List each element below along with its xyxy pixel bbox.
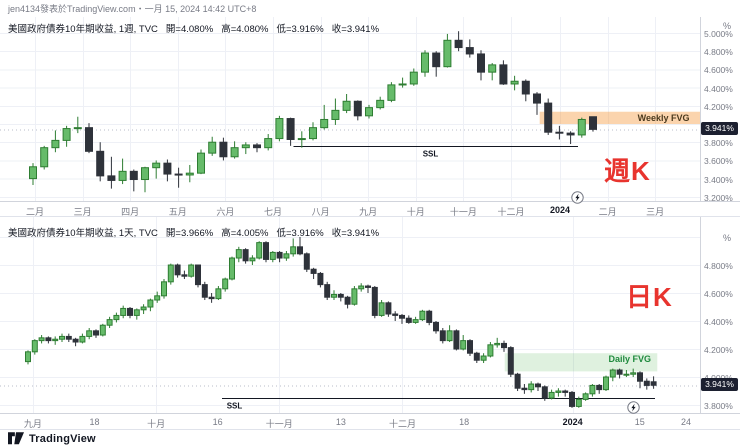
daily-time-axis[interactable]: 九月 18 十月 16 十一月 13 十二月 18 2024 15 24 [0, 413, 740, 430]
daily-high-value: 高=4.005% [221, 228, 269, 239]
x-axis-label: 十一月 [449, 207, 477, 217]
gridlines [0, 217, 700, 413]
daily-candlestick-chart[interactable]: Daily FVG SSL [0, 217, 700, 413]
x-axis-label: 13 [335, 417, 346, 427]
y-axis-label: 4.000% [704, 373, 733, 383]
x-axis-label: 十二月 [497, 207, 525, 217]
weekly-candlestick-chart[interactable]: Weekly FVG SSL [0, 17, 700, 201]
y-axis-label: 3.400% [704, 174, 733, 185]
x-axis-label: 十月 [406, 207, 425, 217]
annotations: Daily FVG SSL [0, 353, 700, 411]
weekly-symbol-title: 美國政府債券10年期收益, 1週, TVC [8, 24, 158, 35]
scale-unit: % [722, 21, 731, 31]
scale-unit: % [722, 233, 731, 243]
candles [29, 31, 597, 193]
x-axis-label: 2024 [562, 417, 583, 427]
x-axis-label: 二月 [598, 207, 617, 217]
x-axis-label: 二月 [25, 207, 45, 217]
price-scale-divider [700, 17, 701, 430]
tradingview-logo-icon[interactable] [8, 432, 24, 445]
x-axis-label: 十一月 [265, 419, 293, 429]
y-axis-label: 5.000% [704, 29, 733, 40]
weekly-open-value: 開=4.080% [165, 24, 214, 35]
footer: TradingView [0, 430, 740, 447]
x-axis-label: 十月 [147, 419, 166, 429]
daily-low-value: 低=3.916% [276, 228, 324, 239]
y-axis-label: 4.800% [704, 261, 733, 272]
weekly-current-price-badge: 3.941% [701, 122, 738, 136]
y-axis-label: 3.600% [704, 156, 733, 167]
weekly-time-axis[interactable]: 二月 三月 四月 五月 六月 七月 八月 九月 十月 十一月 十二月 2024 二月 三月 [0, 201, 740, 217]
y-axis-label: 4.600% [704, 289, 733, 300]
x-axis-label: 九月 [23, 419, 42, 429]
y-axis-label: 4.200% [704, 345, 733, 356]
x-axis-label: 16 [212, 417, 223, 427]
x-axis-label: 三月 [73, 207, 92, 217]
publish-marker-icon[interactable] [571, 191, 584, 204]
daily-current-price-badge: 3.941% [701, 378, 738, 392]
y-axis-label: 4.400% [704, 317, 733, 328]
x-axis-label: 六月 [216, 207, 235, 217]
daily-open-value: 開=3.966% [165, 228, 214, 239]
x-axis-label: 24 [680, 417, 692, 427]
x-axis-label: 四月 [121, 207, 140, 217]
x-axis-label: 15 [634, 417, 645, 427]
ssl-label: SSL [423, 150, 439, 159]
x-axis-label: 18 [459, 417, 470, 427]
daily-symbol-title: 美國政府債券10年期收益, 1天, TVC [8, 228, 158, 239]
daily-close-value: 收=3.941% [331, 228, 380, 239]
candles [25, 237, 657, 408]
y-axis-label: 3.800% [704, 138, 733, 149]
weekly-annotation-label: 週K [604, 156, 651, 186]
weekly-chart-legend: 美國政府債券10年期收益, 1週, TVC 開=4.080% 高=4.080% 低=3… [8, 21, 387, 35]
x-axis-label: 2024 [549, 205, 571, 215]
weekly-close-value: 收=3.941% [331, 24, 380, 35]
fvg-zone [504, 353, 658, 372]
daily-price-scale[interactable]: 3.941% % 4.800% 4.600% 4.400% 4.200% 4.000% 3.… [701, 217, 740, 413]
x-axis-label: 18 [89, 417, 100, 427]
publish-marker-icon[interactable] [627, 401, 640, 414]
fvg-label: Weekly FVG [638, 113, 690, 123]
y-axis-label: 4.800% [704, 47, 733, 58]
x-axis-label: 十二月 [388, 419, 417, 429]
weekly-low-value: 低=3.916% [276, 24, 324, 35]
weekly-price-scale[interactable]: 3.941% %5.000%4.800%4.600%4.400%4.200%4.… [701, 17, 740, 203]
x-axis-label: 七月 [263, 207, 283, 217]
x-axis-label: 八月 [311, 207, 330, 217]
y-axis-label: 4.200% [704, 101, 733, 112]
ssl-label: SSL [227, 402, 243, 411]
y-axis-label: 3.200% [704, 192, 733, 203]
weekly-high-value: 高=4.080% [221, 24, 269, 35]
brand-name[interactable]: TradingView [29, 432, 96, 445]
daily-chart-legend: 美國政府債券10年期收益, 1天, TVC 開=3.966% 高=4.005% 低=3… [8, 225, 387, 239]
y-axis-label: 4.400% [704, 83, 733, 94]
y-axis-label: 3.800% [704, 401, 733, 412]
x-axis-label: 三月 [646, 207, 665, 217]
fvg-label: Daily FVG [608, 354, 651, 364]
daily-annotation-label: 日K [626, 282, 673, 312]
x-axis-label: 五月 [168, 207, 187, 217]
y-axis-label: 4.600% [704, 65, 733, 76]
x-axis-label: 九月 [359, 207, 378, 217]
header-byline: jen4134發表於TradingView.com・一月 15, 2024 14… [8, 4, 257, 14]
